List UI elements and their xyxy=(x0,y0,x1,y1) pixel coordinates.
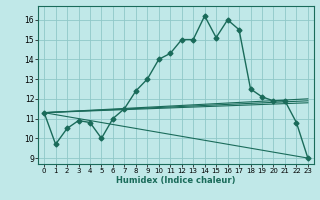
X-axis label: Humidex (Indice chaleur): Humidex (Indice chaleur) xyxy=(116,176,236,185)
